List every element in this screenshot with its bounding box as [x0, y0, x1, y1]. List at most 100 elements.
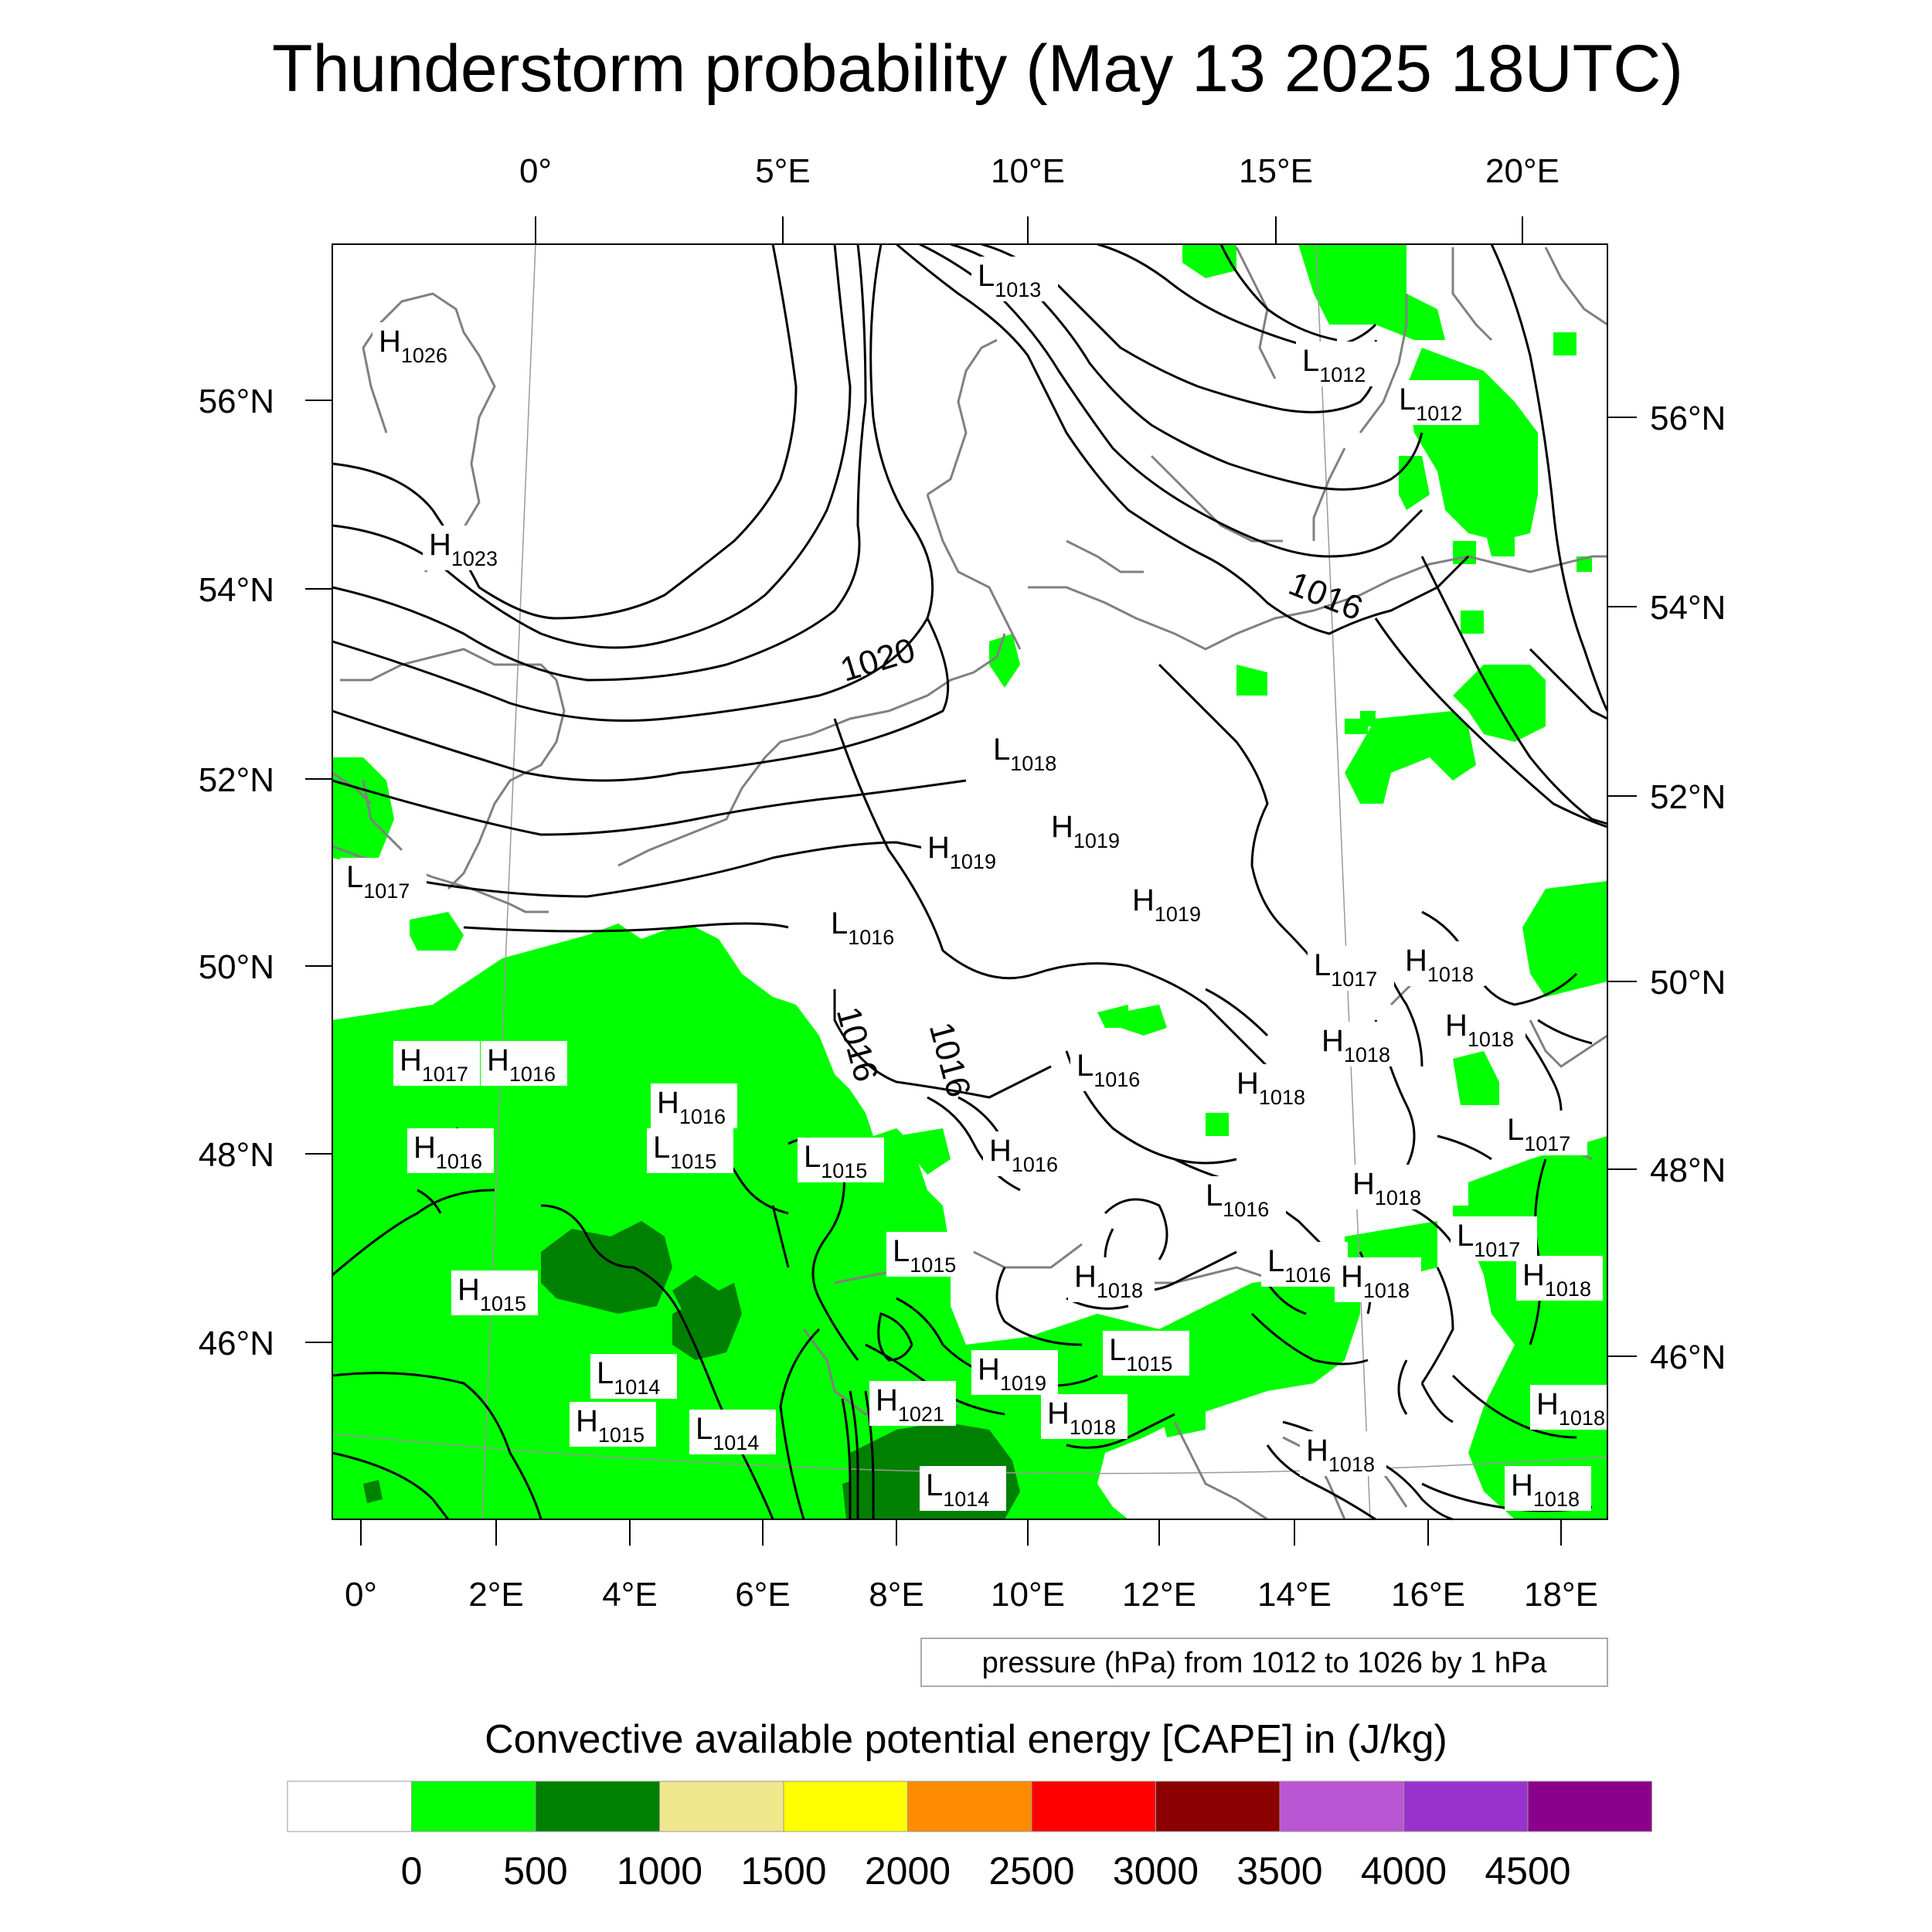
pressure-center-type: L	[893, 1234, 910, 1268]
pressure-center: L1015	[1103, 1331, 1189, 1376]
bottom-lon-label: 16°E	[1391, 1576, 1465, 1614]
map-area: 1020 1016 1016 1016 L1013 H1026 L1012 L1…	[332, 243, 1617, 1521]
bottom-lon-label: 8°E	[869, 1576, 923, 1614]
pressure-center-value: 1015	[910, 1253, 956, 1277]
bottom-lon-label: 6°E	[735, 1576, 790, 1614]
top-lon-label: 20°E	[1485, 152, 1560, 190]
legend-tick-label: 2500	[988, 1849, 1074, 1893]
svg-text:H1018: H1018	[1236, 1066, 1305, 1109]
pressure-center-type: H	[1074, 1260, 1097, 1294]
svg-text:H1015: H1015	[576, 1404, 645, 1447]
pressure-center-type: L	[1399, 383, 1416, 417]
top-lon-label: 10°E	[991, 152, 1065, 190]
legend-swatch	[659, 1781, 784, 1832]
legend-swatch	[783, 1781, 908, 1832]
pressure-center-value: 1018	[1545, 1277, 1591, 1301]
svg-text:H1018: H1018	[1536, 1387, 1605, 1430]
left-lat-label: 46°N	[199, 1325, 274, 1362]
pressure-center: H1018	[1335, 1257, 1421, 1302]
pressure-center-value: 1016	[1223, 1198, 1269, 1221]
svg-text:L1015: L1015	[1109, 1333, 1172, 1376]
pressure-center-value: 1023	[451, 547, 498, 570]
map-frame	[332, 243, 1608, 1520]
svg-text:L1012: L1012	[1302, 344, 1366, 386]
legend-tick-label: 3000	[1113, 1849, 1199, 1893]
pressure-center-type: H	[989, 1134, 1012, 1168]
pressure-center-type: H	[1352, 1167, 1375, 1201]
pressure-center: H1018	[1530, 1385, 1617, 1430]
pressure-center: H1019	[1126, 881, 1213, 926]
pressure-center: H1018	[1516, 1256, 1603, 1301]
pressure-center-value: 1015	[480, 1292, 526, 1315]
pressure-center-value: 1016	[1094, 1068, 1140, 1091]
pressure-center-type: L	[653, 1131, 670, 1165]
pressure-center-value: 1018	[1559, 1406, 1605, 1430]
pressure-center-value: 1026	[401, 344, 447, 367]
svg-text:H1018: H1018	[1352, 1167, 1421, 1209]
pressure-center-value: 1019	[1155, 903, 1201, 926]
pressure-center-type: H	[429, 528, 451, 562]
pressure-center-type: L	[1109, 1333, 1126, 1367]
bottom-lon-label: 10°E	[991, 1576, 1065, 1614]
bottom-longitude-axis: 0° 2°E 4°E 6°E 8°E 10°E 12°E 14°E 16°E 1…	[345, 1519, 1598, 1614]
pressure-center: H1018	[1315, 1022, 1402, 1066]
pressure-center-value: 1018	[1070, 1416, 1116, 1439]
right-lat-label: 50°N	[1650, 964, 1726, 1002]
pressure-center: L1015	[798, 1138, 884, 1182]
pressure-center-value: 1018	[1533, 1488, 1580, 1511]
svg-text:H1017: H1017	[400, 1043, 468, 1086]
pressure-center: H1018	[1505, 1466, 1591, 1511]
pressure-center: H1017	[393, 1041, 480, 1086]
svg-text:H1019: H1019	[978, 1352, 1046, 1395]
right-latitude-axis: 56°N 54°N 52°N 50°N 48°N 46°N	[1607, 400, 1726, 1376]
svg-text:H1015: H1015	[457, 1273, 526, 1315]
bottom-lon-label: 12°E	[1122, 1576, 1196, 1614]
pressure-center-value: 1016	[848, 926, 894, 949]
bottom-lon-label: 4°E	[602, 1576, 657, 1614]
pressure-center-value: 1012	[1319, 363, 1366, 386]
pressure-center-type: L	[1314, 948, 1331, 982]
pressure-center-value: 1015	[1126, 1352, 1172, 1376]
pressure-centers: L1013 H1026 L1012 L1012 H1023 L1018	[340, 257, 1617, 1511]
pressure-center-value: 1017	[1474, 1238, 1520, 1261]
left-lat-label: 48°N	[199, 1136, 274, 1174]
pressure-center: L1013	[971, 257, 1058, 301]
legend-swatch	[1031, 1781, 1156, 1832]
pressure-center-type: H	[1132, 883, 1155, 917]
svg-text:H1018: H1018	[1321, 1024, 1390, 1066]
pressure-center-type: H	[1405, 944, 1427, 978]
svg-text:L1013: L1013	[978, 259, 1041, 301]
svg-text:H1019: H1019	[927, 831, 996, 873]
pressure-center-type: L	[831, 906, 848, 940]
svg-text:H1018: H1018	[1445, 1009, 1514, 1051]
pressure-center-value: 1017	[1524, 1132, 1570, 1155]
svg-text:L1012: L1012	[1399, 383, 1462, 425]
right-lat-label: 54°N	[1650, 589, 1726, 627]
svg-text:L1017: L1017	[1314, 948, 1377, 991]
pressure-center-type: H	[876, 1383, 898, 1417]
pressure-center: H1016	[651, 1083, 737, 1128]
pressure-center-value: 1021	[898, 1403, 944, 1426]
pressure-center-value: 1016	[1284, 1264, 1331, 1287]
pressure-center-value: 1014	[943, 1488, 989, 1511]
pressure-center-value: 1016	[1012, 1153, 1058, 1176]
pressure-center: L1012	[1296, 342, 1383, 386]
pressure-center: L1016	[1199, 1176, 1286, 1221]
left-latitude-axis: 56°N 54°N 52°N 50°N 48°N 46°N	[199, 383, 332, 1362]
svg-text:H1019: H1019	[1051, 810, 1120, 852]
svg-text:L1017: L1017	[1507, 1113, 1570, 1155]
pressure-center-value: 1018	[1468, 1028, 1514, 1051]
bottom-lon-label: 14°E	[1257, 1576, 1332, 1614]
legend-swatch	[535, 1781, 660, 1832]
pressure-center: H1016	[407, 1128, 494, 1173]
legend-title: Convective available potential energy [C…	[485, 1717, 1447, 1762]
legend-swatch	[1403, 1781, 1529, 1832]
pressure-center-type: L	[1206, 1179, 1223, 1213]
pressure-center: L1016	[1261, 1242, 1348, 1287]
pressure-center: H1015	[570, 1402, 656, 1447]
svg-text:H1018: H1018	[1405, 944, 1474, 986]
pressure-center: H1018	[1439, 1006, 1526, 1051]
pressure-center: L1017	[1501, 1111, 1587, 1155]
pressure-center: H1018	[1230, 1064, 1317, 1109]
pressure-center-type: H	[1047, 1396, 1070, 1430]
